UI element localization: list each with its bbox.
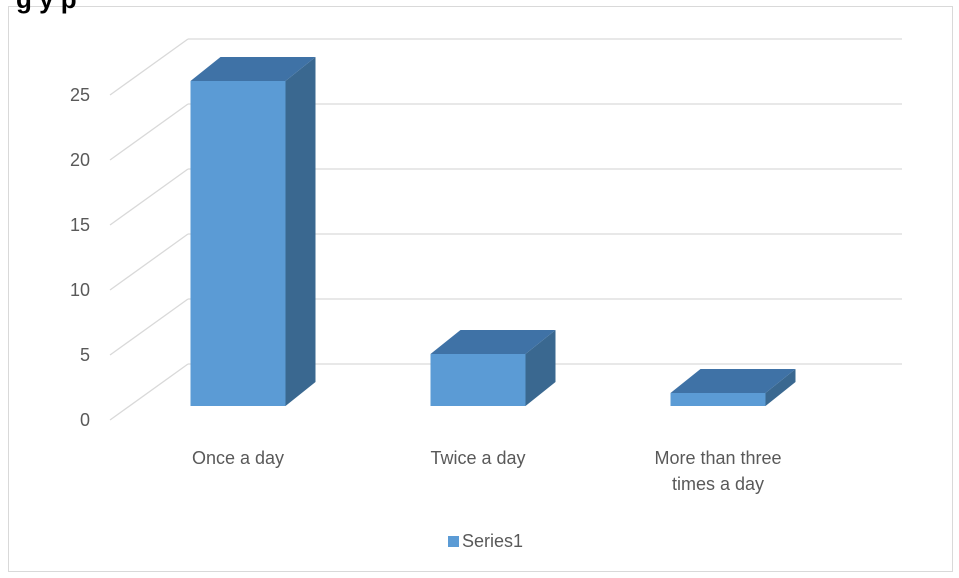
- bars: [190, 57, 796, 406]
- gridline-diagonal: [109, 168, 189, 226]
- gridline-diagonal: [109, 233, 189, 291]
- gridline-diagonal: [109, 363, 189, 421]
- y-axis-ticks: 0 5 10 15 20 25: [70, 85, 90, 430]
- gridline-diagonal: [109, 38, 189, 96]
- legend-label: Series1: [462, 531, 523, 551]
- bar-top: [670, 369, 796, 393]
- x-tick-label: Twice a day: [430, 448, 525, 468]
- x-axis-labels: Once a day Twice a day More than three time…: [192, 448, 782, 494]
- y-tick-label: 20: [70, 150, 90, 170]
- gridline-diagonal: [109, 103, 189, 161]
- bar-top: [430, 330, 556, 354]
- chart-frame: [8, 6, 953, 572]
- y-tick-label: 15: [70, 215, 90, 235]
- y-tick-label: 10: [70, 280, 90, 300]
- bar-side: [525, 330, 556, 406]
- y-tick-label: 0: [80, 410, 90, 430]
- chart-title: g y p: [16, 0, 77, 12]
- x-tick-label: More than three times a day: [654, 448, 781, 494]
- legend-swatch: [448, 536, 459, 547]
- legend: Series1: [448, 531, 523, 551]
- bar: [190, 81, 286, 406]
- y-tick-label: 5: [80, 345, 90, 365]
- bar-side: [285, 57, 316, 406]
- gridline-diagonal: [109, 298, 189, 356]
- bar-side: [765, 369, 796, 406]
- bar: [430, 354, 526, 406]
- bar-top: [190, 57, 316, 81]
- y-tick-label: 25: [70, 85, 90, 105]
- bar: [670, 393, 766, 406]
- x-tick-label: Once a day: [192, 448, 284, 468]
